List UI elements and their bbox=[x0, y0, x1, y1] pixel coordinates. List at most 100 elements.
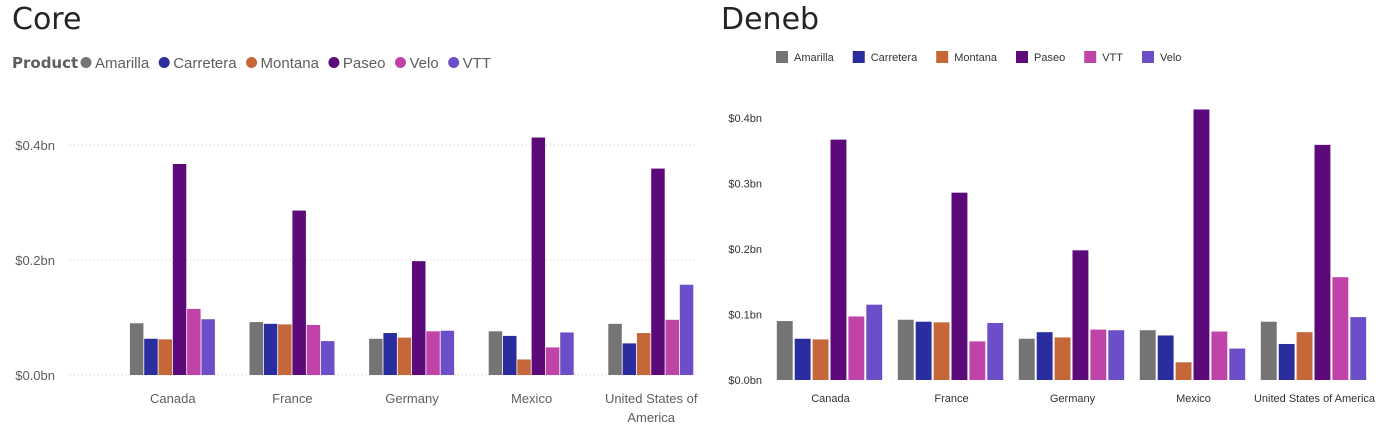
deneb-bar-united-states-of-america-amarilla bbox=[1260, 321, 1277, 380]
deneb-x-tick-label: France bbox=[934, 393, 968, 405]
deneb-legend-swatch-montana bbox=[936, 51, 949, 63]
core-legend-item-paseo: Paseo bbox=[328, 55, 385, 72]
core-y-tick-label: $0.2bn bbox=[15, 253, 55, 268]
deneb-legend-label-vtt: VTT bbox=[1102, 52, 1123, 64]
deneb-legend-label-velo: Velo bbox=[1160, 52, 1181, 64]
core-bar-united-states-of-america-velo bbox=[665, 319, 679, 375]
core-bar-canada-velo bbox=[187, 308, 201, 375]
deneb-bar-mexico-vtt bbox=[1211, 331, 1228, 380]
core-bar-france-montana bbox=[278, 324, 292, 375]
core-bar-canada-montana bbox=[158, 339, 172, 375]
core-bars bbox=[129, 137, 694, 375]
deneb-legend-swatch-paseo bbox=[1016, 51, 1029, 63]
deneb-bar-canada-montana bbox=[812, 339, 829, 380]
core-bar-france-paseo bbox=[292, 210, 306, 375]
deneb-legend-item-vtt: VTT bbox=[1084, 51, 1123, 64]
deneb-bar-mexico-paseo bbox=[1193, 109, 1210, 381]
core-legend-label-paseo: Paseo bbox=[343, 55, 386, 72]
core-bar-united-states-of-america-vtt bbox=[679, 284, 694, 375]
core-legend-label-velo: Velo bbox=[409, 55, 438, 72]
deneb-bar-united-states-of-america-carretera bbox=[1278, 343, 1295, 380]
core-bar-canada-carretera bbox=[144, 338, 158, 375]
deneb-x-tick-label: Mexico bbox=[1176, 393, 1211, 405]
deneb-chart-title: Deneb bbox=[721, 2, 820, 37]
core-legend-item-velo: Velo bbox=[394, 55, 439, 72]
deneb-chart-svg: Amarilla Carretera Montana Paseo VTT Velo $0.0… bbox=[728, 51, 1376, 405]
deneb-bar-united-states-of-america-paseo bbox=[1314, 144, 1331, 380]
deneb-x-tick-label: Canada bbox=[811, 393, 850, 405]
deneb-y-tick-label: $0.3bn bbox=[728, 179, 762, 191]
core-bar-united-states-of-america-amarilla bbox=[608, 323, 622, 375]
deneb-bar-mexico-amarilla bbox=[1139, 330, 1156, 380]
core-x-tick-label: America bbox=[627, 410, 675, 425]
core-legend-title: Product bbox=[12, 54, 78, 72]
core-bar-france-vtt bbox=[321, 341, 335, 375]
core-bar-germany-paseo bbox=[412, 261, 426, 375]
deneb-legend-swatch-amarilla bbox=[776, 51, 788, 63]
deneb-legend-item-velo: Velo bbox=[1142, 51, 1181, 64]
deneb-legend-item-paseo: Paseo bbox=[1016, 51, 1065, 64]
deneb-legend-swatch-velo bbox=[1142, 51, 1154, 63]
deneb-y-axis: $0.0bn $0.1bn $0.2bn $0.3bn $0.4bn bbox=[728, 113, 762, 387]
core-x-tick-label: Mexico bbox=[511, 391, 552, 406]
deneb-bar-germany-paseo bbox=[1072, 250, 1089, 380]
deneb-bar-germany-carretera bbox=[1036, 332, 1053, 380]
deneb-bar-mexico-carretera bbox=[1157, 335, 1174, 380]
core-legend-swatch-carretera bbox=[158, 57, 170, 68]
core-bar-mexico-paseo bbox=[531, 137, 546, 375]
core-bar-united-states-of-america-paseo bbox=[651, 168, 665, 375]
deneb-bar-germany-velo bbox=[1108, 330, 1125, 380]
deneb-legend-item-montana: Montana bbox=[936, 51, 998, 64]
deneb-bars bbox=[776, 109, 1367, 381]
core-legend-label-vtt: VTT bbox=[463, 55, 491, 72]
core-bar-canada-vtt bbox=[201, 319, 215, 375]
deneb-bar-united-states-of-america-montana bbox=[1296, 332, 1313, 380]
deneb-bar-france-paseo bbox=[951, 192, 968, 380]
core-bar-united-states-of-america-carretera bbox=[622, 343, 637, 375]
deneb-bar-mexico-velo bbox=[1229, 348, 1246, 380]
core-legend-label-amarilla: Amarilla bbox=[95, 55, 150, 72]
deneb-bar-canada-amarilla bbox=[776, 321, 793, 380]
deneb-y-tick-label: $0.2bn bbox=[728, 244, 762, 256]
deneb-chart-panel: Deneb Amarilla Carretera Montana Paseo VTT Ve… bbox=[700, 0, 1395, 441]
deneb-bar-canada-paseo bbox=[830, 139, 847, 380]
deneb-legend-label-amarilla: Amarilla bbox=[794, 52, 835, 64]
core-legend-swatch-paseo bbox=[328, 57, 340, 68]
core-legend-swatch-montana bbox=[246, 57, 258, 68]
core-x-tick-label: United States of bbox=[605, 391, 698, 406]
core-legend-swatch-vtt bbox=[448, 57, 460, 68]
core-bar-mexico-vtt bbox=[560, 332, 574, 375]
core-bar-germany-montana bbox=[397, 337, 412, 375]
core-y-axis: $0.0bn $0.2bn $0.4bn bbox=[15, 138, 698, 383]
core-bar-canada-amarilla bbox=[129, 323, 144, 375]
core-chart-svg: Product Amarilla Carretera Montana Paseo Velo… bbox=[12, 54, 698, 425]
deneb-bar-france-amarilla bbox=[897, 319, 914, 380]
core-bar-germany-carretera bbox=[383, 333, 397, 375]
core-legend-item-amarilla: Amarilla bbox=[80, 55, 150, 72]
deneb-legend-swatch-carretera bbox=[852, 51, 865, 63]
deneb-legend-swatch-vtt bbox=[1084, 51, 1097, 63]
core-bar-canada-paseo bbox=[172, 163, 187, 375]
deneb-bar-france-vtt bbox=[969, 341, 986, 380]
core-bar-mexico-montana bbox=[517, 359, 531, 375]
deneb-legend-item-carretera: Carretera bbox=[852, 51, 918, 64]
deneb-legend-label-montana: Montana bbox=[954, 52, 998, 64]
deneb-y-tick-label: $0.0bn bbox=[728, 375, 762, 387]
core-x-tick-label: France bbox=[272, 391, 312, 406]
deneb-legend-label-paseo: Paseo bbox=[1034, 52, 1065, 64]
deneb-y-tick-label: $0.4bn bbox=[728, 113, 762, 125]
deneb-y-tick-label: $0.1bn bbox=[728, 310, 762, 322]
deneb-bar-france-montana bbox=[933, 322, 950, 380]
core-bar-germany-velo bbox=[426, 331, 440, 375]
deneb-bar-france-velo bbox=[987, 323, 1004, 380]
core-legend-label-montana: Montana bbox=[261, 55, 320, 72]
core-bar-france-carretera bbox=[263, 323, 278, 375]
core-legend-item-vtt: VTT bbox=[448, 55, 491, 72]
deneb-bar-germany-amarilla bbox=[1018, 338, 1035, 380]
deneb-legend-label-carretera: Carretera bbox=[871, 52, 918, 64]
deneb-bar-france-carretera bbox=[915, 321, 932, 380]
core-legend-swatch-amarilla bbox=[80, 57, 92, 68]
core-y-tick-label: $0.0bn bbox=[15, 368, 55, 383]
core-x-tick-label: Germany bbox=[385, 391, 439, 406]
core-bar-mexico-amarilla bbox=[488, 331, 503, 375]
